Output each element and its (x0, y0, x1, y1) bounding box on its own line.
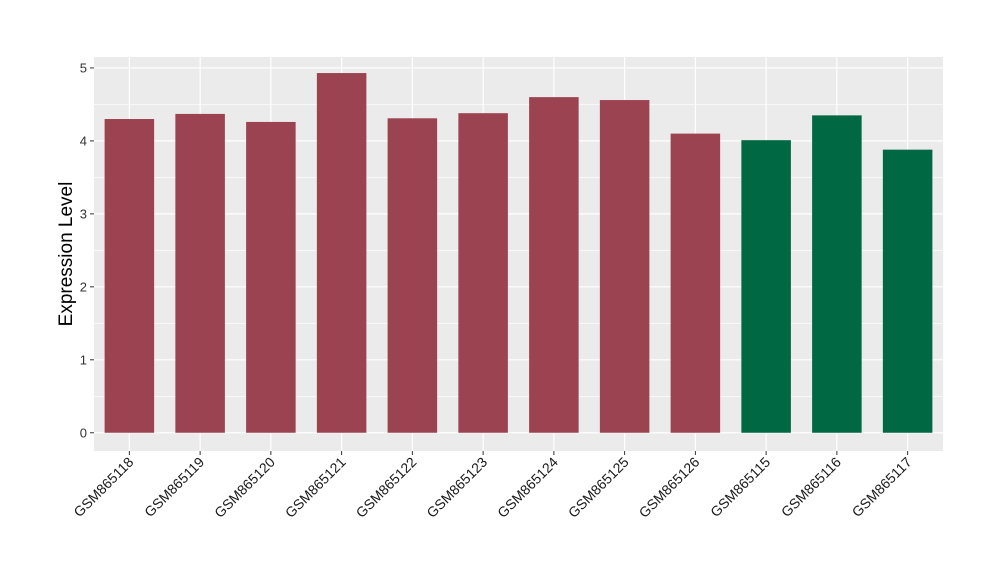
bar-gsm865122 (387, 118, 438, 433)
bar-gsm865123 (458, 113, 508, 433)
x-tick-label: GSM865124 (494, 454, 561, 521)
bar-gsm865119 (175, 113, 225, 433)
x-axis: GSM865118 GSM865119 GSM865120 GSM865121 GSM8… (70, 451, 915, 521)
bar-gsm865121 (316, 73, 367, 433)
y-tick-label: 3 (80, 206, 87, 221)
bars (104, 73, 933, 433)
x-tick-label: GSM865116 (778, 454, 844, 520)
x-tick-label: GSM865118 (70, 454, 136, 520)
x-tick-label: GSM865121 (282, 454, 349, 521)
x-tick-label: GSM865123 (423, 454, 490, 521)
minor-gridlines (94, 104, 943, 397)
y-axis-title: Expression Level (56, 182, 77, 327)
y-tick-label: 2 (80, 279, 87, 294)
bar-gsm865124 (529, 97, 579, 433)
y-tick-label: 1 (80, 352, 87, 367)
bar-gsm865115 (741, 140, 791, 433)
bar-gsm865126 (670, 133, 721, 433)
bar-gsm865116 (812, 115, 862, 433)
bar-gsm865125 (599, 100, 650, 433)
y-axis: 0 1 2 3 4 5 (80, 60, 94, 440)
x-tick-label: GSM865122 (353, 454, 420, 521)
x-tick-label: GSM865125 (565, 454, 632, 521)
x-tick-label: GSM865115 (707, 454, 773, 520)
x-tick-label: GSM865119 (141, 454, 207, 520)
x-tick-label: GSM865117 (849, 454, 915, 520)
y-tick-label: 4 (80, 133, 87, 148)
plot-panel (94, 57, 943, 451)
x-tick-label: GSM865126 (636, 454, 703, 521)
bar-gsm865117 (882, 149, 933, 433)
y-tick-label: 0 (80, 425, 87, 440)
x-tick-label: GSM865120 (211, 454, 278, 521)
bar-gsm865120 (246, 121, 296, 433)
bar-gsm865118 (104, 119, 155, 433)
y-tick-label: 5 (80, 60, 87, 75)
